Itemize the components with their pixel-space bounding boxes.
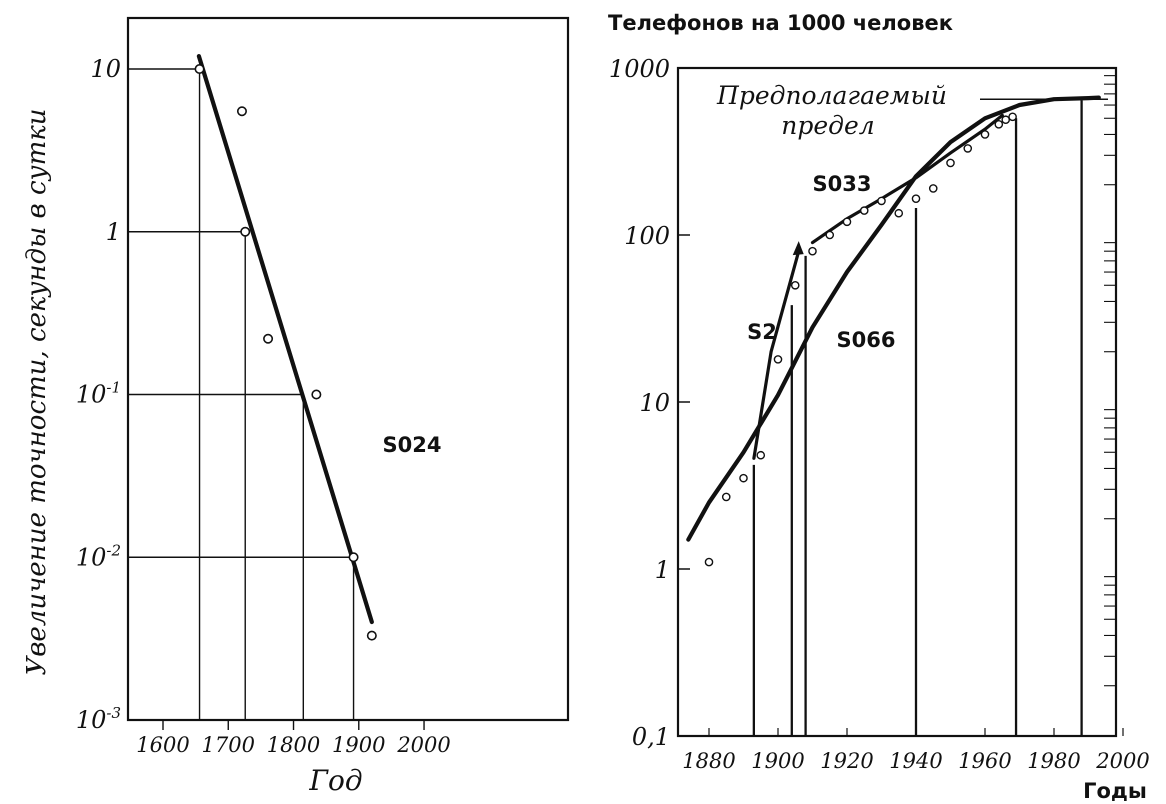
right-x-tick-labels: 1880 1900 1920 1940 1960 1980 2000	[682, 749, 1149, 773]
left-y-tick-label: 10-2	[76, 541, 121, 571]
left-y-tick-label: 1	[106, 218, 121, 246]
s024-label: S024	[383, 433, 442, 457]
right-chart-title: Телефонов на 1000 человек	[608, 11, 953, 35]
telephone-chart: Телефонов на 1000 человек 1880 1900 1920 19…	[608, 11, 1150, 803]
left-x-tick-label: 1700	[202, 733, 255, 757]
left-y-tick-label: 10-3	[76, 704, 121, 734]
right-vertical-lines	[752, 98, 1108, 736]
s066-label: S066	[837, 328, 896, 352]
right-data-point	[808, 246, 817, 256]
right-data-point	[928, 184, 938, 193]
left-x-axis-label: Год	[308, 764, 362, 797]
right-data-point	[946, 158, 955, 168]
left-guide-lines	[128, 68, 425, 730]
right-y-tick-labels: 0,1 1 10 100 1000	[609, 55, 670, 751]
limit-label-line2: предел	[781, 111, 874, 140]
assumed-limit-label: Предполагаемый	[716, 81, 947, 110]
right-curves	[686, 95, 1101, 542]
left-y-tick-label: 10	[90, 55, 121, 83]
s2-arrowhead	[792, 241, 804, 256]
right-x-tick-label: 1960	[958, 749, 1011, 773]
s066-curve	[686, 95, 1101, 542]
right-data-point	[739, 473, 748, 483]
s2-label: S2	[747, 320, 777, 344]
right-data-point	[842, 217, 852, 227]
right-x-tick-label: 1880	[682, 749, 735, 773]
right-y-tick-label: 10	[639, 389, 670, 417]
right-data-point	[877, 196, 886, 206]
right-data-point	[721, 492, 731, 502]
left-data-point	[311, 389, 322, 400]
left-data-point	[236, 106, 247, 117]
left-data-point	[240, 226, 251, 237]
right-x-tick-label: 1940	[889, 749, 942, 773]
left-data-points	[194, 64, 377, 641]
right-data-points	[704, 112, 1017, 567]
left-x-tick-label: 1900	[332, 733, 385, 757]
left-data-point	[194, 64, 205, 75]
right-data-point	[1001, 115, 1011, 125]
s2-curve	[752, 249, 801, 460]
right-x-tick-label: 1900	[751, 749, 804, 773]
right-data-point	[790, 280, 800, 290]
right-y-tick-label: 100	[624, 222, 670, 250]
right-data-point	[994, 120, 1004, 129]
left-y-tick-labels: 10-3 10-2 10-1 1 10	[76, 55, 121, 734]
left-data-point	[263, 333, 274, 344]
right-data-point	[773, 355, 783, 364]
right-y-tick-label: 1000	[609, 55, 670, 83]
right-data-point	[963, 144, 973, 153]
right-data-point	[1008, 112, 1017, 122]
left-trend-line	[196, 54, 374, 625]
right-data-point	[704, 557, 714, 567]
right-y-tick-label: 0,1	[632, 723, 670, 751]
left-x-tick-label: 1600	[136, 733, 189, 757]
right-data-point	[756, 450, 766, 460]
accuracy-chart: 1600 1700 1800 1900 2000 10-3 10-2 10-1 1 10 Уве…	[22, 16, 570, 797]
right-data-point	[980, 130, 990, 139]
right-data-point	[859, 206, 869, 215]
left-x-tick-label: 2000	[396, 733, 450, 757]
s024-trend-line	[196, 54, 374, 625]
right-plot-frame	[676, 66, 1118, 738]
s033-label: S033	[813, 172, 872, 196]
left-data-point	[348, 552, 359, 563]
left-y-axis-label: Увеличение точности, секунды в сутки	[22, 108, 52, 675]
right-x-tick-label: 1980	[1027, 749, 1080, 773]
left-x-tick-labels: 1600 1700 1800 1900 2000	[136, 733, 450, 757]
right-y-tick-label: 1	[655, 556, 670, 584]
left-plot-frame	[126, 16, 570, 722]
right-x-axis-label: Годы	[1083, 779, 1147, 803]
left-y-tick-label: 10-1	[76, 379, 121, 409]
right-data-point	[894, 208, 904, 218]
right-x-tick-label: 2000	[1095, 749, 1149, 773]
right-x-tick-label: 1920	[820, 749, 873, 773]
right-data-point	[825, 230, 835, 240]
left-x-tick-label: 1800	[267, 733, 320, 757]
left-data-point	[366, 630, 377, 641]
right-data-point	[911, 194, 921, 203]
right-minor-ticks	[678, 67, 1124, 737]
